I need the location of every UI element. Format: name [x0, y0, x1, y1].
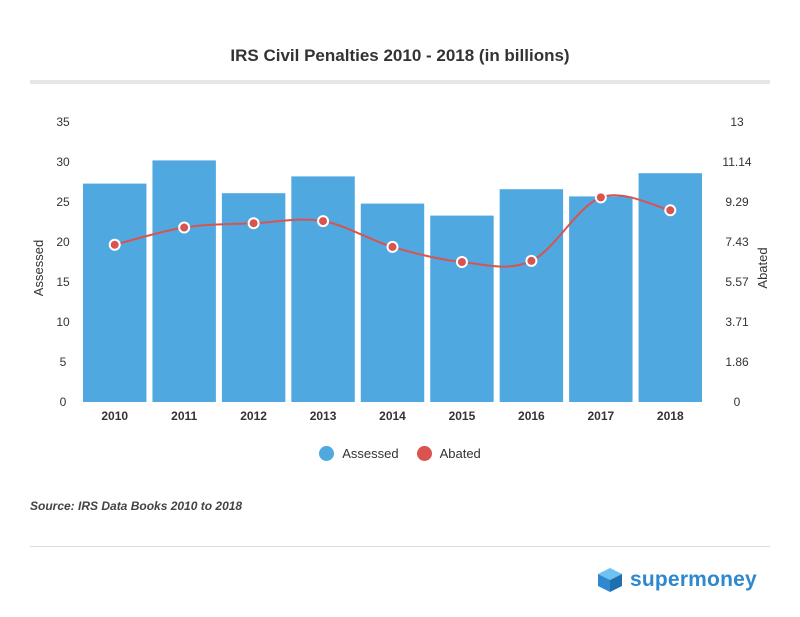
x-tick-label: 2018 — [657, 409, 684, 423]
point-abated-2011[interactable] — [178, 221, 191, 234]
left-tick-label: 15 — [56, 275, 70, 289]
right-tick-label: 9.29 — [725, 195, 749, 209]
legend-item-abated[interactable]: Abated — [416, 446, 481, 461]
chart-title: IRS Civil Penalties 2010 - 2018 (in bill… — [230, 46, 570, 65]
point-abated-2015[interactable] — [455, 256, 468, 268]
left-tick-label: 25 — [56, 195, 70, 209]
legend-abated-swatch — [416, 446, 432, 461]
bar-assessed-2016[interactable] — [499, 189, 564, 402]
bar-assessed-2015[interactable] — [430, 215, 494, 402]
right-tick-label: 1.86 — [725, 355, 749, 369]
left-tick-label: 0 — [60, 395, 67, 409]
supermoney-logo-icon — [598, 568, 622, 592]
left-tick-label: 35 — [56, 115, 70, 129]
point-abated-2014[interactable] — [386, 240, 399, 253]
right-tick-label: 0 — [734, 395, 741, 409]
x-tick-label: 2013 — [310, 409, 337, 423]
x-tick-label: 2014 — [379, 409, 406, 423]
x-tick-label: 2016 — [518, 409, 545, 423]
right-tick-label: 5.57 — [725, 275, 749, 289]
x-tick-label: 2017 — [587, 409, 614, 423]
footer-divider — [30, 546, 770, 547]
right-tick-label: 3.71 — [725, 315, 749, 329]
point-abated-2016[interactable] — [525, 254, 538, 267]
x-tick-label: 2011 — [171, 409, 197, 423]
point-abated-2018[interactable] — [664, 204, 677, 217]
point-abated-2010[interactable] — [108, 238, 121, 251]
legend-abated-label: Abated — [439, 446, 481, 461]
bar-assessed-2017[interactable] — [569, 196, 633, 402]
right-tick-label: 11.14 — [722, 155, 751, 169]
title-divider — [30, 80, 770, 84]
right-tick-label: 7.43 — [725, 235, 749, 249]
brand-name: supermoney — [630, 568, 757, 591]
left-axis-label: Assessed — [31, 240, 46, 296]
brand-logo[interactable]: supermoney — [596, 566, 757, 594]
source-note: Source: IRS Data Books 2010 to 2018 — [30, 499, 243, 513]
right-axis-label: Abated — [755, 247, 770, 288]
left-tick-label: 20 — [56, 235, 70, 249]
legend-assessed-label: Assessed — [342, 446, 399, 461]
x-tick-label: 2015 — [449, 409, 476, 423]
right-tick-label: 13 — [730, 115, 744, 129]
point-abated-2013[interactable] — [317, 215, 330, 228]
chart-legend: Assessed Abated — [0, 446, 800, 461]
legend-item-assessed[interactable]: Assessed — [319, 446, 399, 461]
bar-assessed-2014[interactable] — [360, 203, 425, 402]
x-tick-label: 2010 — [101, 409, 128, 423]
x-tick-label: 2012 — [240, 409, 267, 423]
left-tick-label: 10 — [56, 315, 70, 329]
bar-assessed-2011[interactable] — [152, 160, 216, 402]
left-tick-label: 5 — [60, 355, 67, 369]
bar-assessed-2010[interactable] — [83, 183, 147, 402]
legend-assessed-swatch — [319, 446, 335, 461]
chart-plot: 0 5 10 15 20 25 30 35 0 1.86 3.71 5.57 7.43 9.29 11.1… — [31, 115, 770, 423]
point-abated-2012[interactable] — [247, 217, 260, 230]
left-tick-label: 30 — [56, 155, 70, 169]
point-abated-2017[interactable] — [594, 191, 607, 204]
bar-assessed-2013[interactable] — [291, 176, 355, 402]
